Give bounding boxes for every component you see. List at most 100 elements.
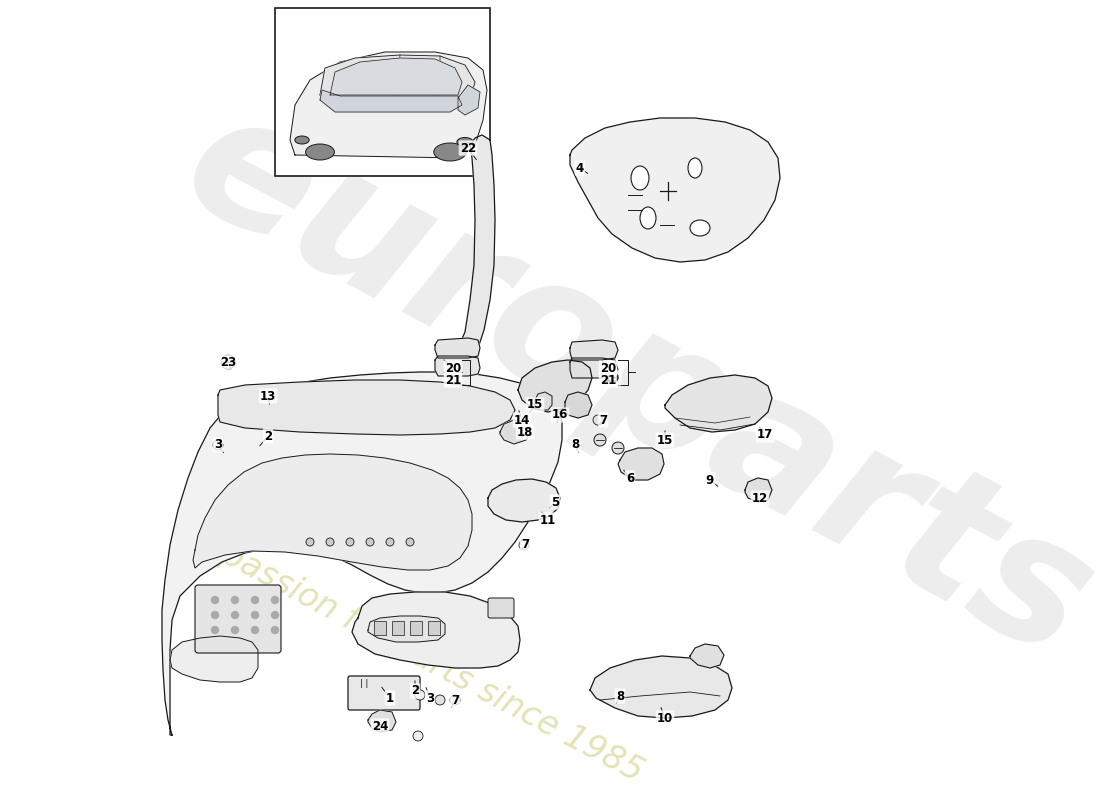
Polygon shape: [330, 58, 462, 95]
Text: 17: 17: [757, 429, 773, 442]
Text: 8: 8: [616, 690, 624, 702]
Ellipse shape: [306, 144, 334, 160]
Bar: [374, 621, 386, 635]
Polygon shape: [666, 375, 772, 432]
Text: 24: 24: [372, 719, 388, 733]
Circle shape: [386, 538, 394, 546]
Circle shape: [306, 538, 313, 546]
Circle shape: [211, 611, 219, 618]
FancyBboxPatch shape: [488, 598, 514, 618]
Ellipse shape: [688, 158, 702, 178]
Text: 9: 9: [706, 474, 714, 486]
Circle shape: [593, 415, 603, 425]
Polygon shape: [162, 372, 562, 735]
Polygon shape: [458, 85, 480, 115]
Text: 12: 12: [752, 491, 768, 505]
Polygon shape: [618, 448, 664, 480]
Polygon shape: [488, 479, 560, 522]
Polygon shape: [570, 358, 618, 378]
Bar: [392, 621, 404, 635]
Polygon shape: [434, 356, 480, 376]
Circle shape: [366, 538, 374, 546]
Polygon shape: [518, 360, 592, 412]
Text: 16: 16: [552, 409, 569, 422]
Polygon shape: [368, 710, 396, 732]
Text: 15: 15: [657, 434, 673, 446]
Polygon shape: [535, 392, 552, 410]
Text: 19: 19: [604, 371, 620, 385]
Circle shape: [519, 540, 529, 550]
Circle shape: [594, 434, 606, 446]
Circle shape: [211, 597, 219, 603]
Circle shape: [231, 626, 239, 634]
Polygon shape: [570, 118, 780, 262]
FancyBboxPatch shape: [195, 585, 280, 653]
Polygon shape: [690, 644, 724, 668]
Polygon shape: [434, 338, 480, 358]
Ellipse shape: [295, 136, 309, 144]
Text: 1: 1: [386, 691, 394, 705]
Text: 6: 6: [626, 471, 634, 485]
Circle shape: [231, 611, 239, 618]
Polygon shape: [290, 52, 487, 158]
Text: 5: 5: [551, 495, 559, 509]
Bar: [428, 621, 440, 635]
Text: 23: 23: [220, 355, 236, 369]
Ellipse shape: [690, 220, 710, 236]
Circle shape: [412, 731, 424, 741]
Circle shape: [252, 626, 258, 634]
Text: 21: 21: [600, 374, 616, 386]
Text: | |: | |: [360, 679, 368, 688]
Polygon shape: [446, 135, 495, 372]
Text: 13: 13: [260, 390, 276, 402]
Circle shape: [450, 695, 460, 705]
Circle shape: [221, 355, 235, 369]
Text: a passion for parts since 1985: a passion for parts since 1985: [188, 523, 648, 789]
Circle shape: [252, 611, 258, 618]
Polygon shape: [745, 478, 772, 502]
Text: 15: 15: [527, 398, 543, 411]
Ellipse shape: [640, 207, 656, 229]
Circle shape: [415, 690, 425, 700]
Text: 20: 20: [600, 362, 616, 374]
Polygon shape: [170, 636, 258, 682]
Text: 14: 14: [514, 414, 530, 426]
Polygon shape: [590, 656, 732, 718]
Text: 3: 3: [213, 438, 222, 451]
Circle shape: [231, 597, 239, 603]
Text: 22: 22: [460, 142, 476, 154]
Circle shape: [434, 695, 446, 705]
Text: 18: 18: [517, 426, 534, 438]
Polygon shape: [500, 420, 530, 444]
Text: 3: 3: [426, 691, 434, 705]
Text: 7: 7: [451, 694, 459, 706]
Polygon shape: [192, 454, 472, 570]
Text: 21: 21: [444, 374, 461, 386]
Text: 4: 4: [576, 162, 584, 174]
Circle shape: [213, 440, 223, 450]
Polygon shape: [320, 55, 475, 108]
Text: 7: 7: [598, 414, 607, 426]
Text: 10: 10: [657, 711, 673, 725]
Polygon shape: [368, 616, 446, 642]
Polygon shape: [352, 592, 520, 668]
Circle shape: [272, 626, 278, 634]
Polygon shape: [570, 340, 618, 360]
Text: 20: 20: [444, 362, 461, 374]
Text: 7: 7: [521, 538, 529, 551]
Ellipse shape: [631, 166, 649, 190]
Ellipse shape: [433, 143, 466, 161]
Text: europarts: europarts: [156, 72, 1100, 696]
Text: 2: 2: [264, 430, 272, 442]
Circle shape: [406, 538, 414, 546]
Circle shape: [326, 538, 334, 546]
Circle shape: [272, 611, 278, 618]
Text: 11: 11: [540, 514, 557, 526]
Circle shape: [211, 626, 219, 634]
Polygon shape: [565, 392, 592, 418]
Ellipse shape: [456, 138, 473, 146]
Bar: [275, 8, 490, 176]
Text: 8: 8: [571, 438, 579, 451]
FancyBboxPatch shape: [348, 676, 420, 710]
Circle shape: [252, 597, 258, 603]
